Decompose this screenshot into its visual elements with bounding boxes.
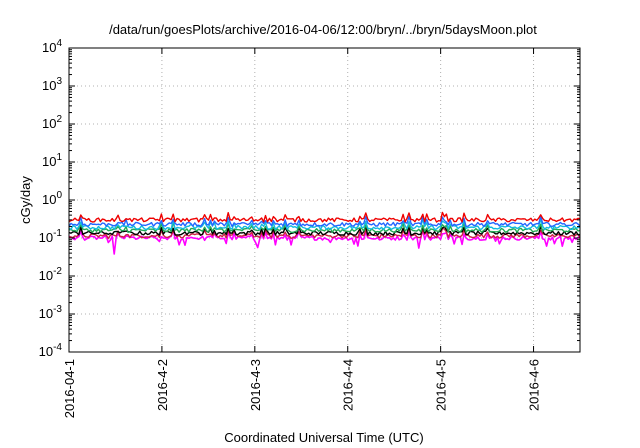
chart-title: /data/run/goesPlots/archive/2016-04-06/1… <box>109 22 537 37</box>
y-tick-label: 10-1 <box>39 228 63 245</box>
x-tick-label: 2016-04-1 <box>62 359 77 418</box>
series-line <box>68 225 581 236</box>
data-series <box>68 211 581 255</box>
y-tick-label: 10-4 <box>39 342 63 359</box>
x-tick-label: 2016-4-6 <box>527 359 542 411</box>
y-tick-label: 103 <box>42 76 62 93</box>
y-tick-label: 10-2 <box>39 266 63 283</box>
x-tick-label: 2016-4-5 <box>434 359 449 411</box>
x-tick-label: 2016-4-3 <box>248 359 263 411</box>
grid-lines <box>69 48 580 352</box>
series-line <box>68 221 581 234</box>
series-line <box>68 215 581 228</box>
x-axis-label: Coordinated Universal Time (UTC) <box>224 430 423 445</box>
series-line <box>68 229 581 255</box>
y-tick-label: 101 <box>42 152 62 169</box>
series-line <box>68 218 581 231</box>
y-tick-label: 10-3 <box>39 304 63 321</box>
series-line <box>68 211 581 223</box>
y-axis-label: cGy/day <box>18 176 33 224</box>
y-tick-label: 104 <box>42 38 62 55</box>
x-axis-ticks: 2016-04-1 2016-4-2 2016-4-3 2016-4-4 2016-4-… <box>62 48 542 418</box>
y-tick-label: 100 <box>42 190 62 207</box>
x-tick-label: 2016-4-2 <box>155 359 170 411</box>
x-tick-label: 2016-4-4 <box>341 359 356 411</box>
y-tick-label: 102 <box>42 114 62 131</box>
